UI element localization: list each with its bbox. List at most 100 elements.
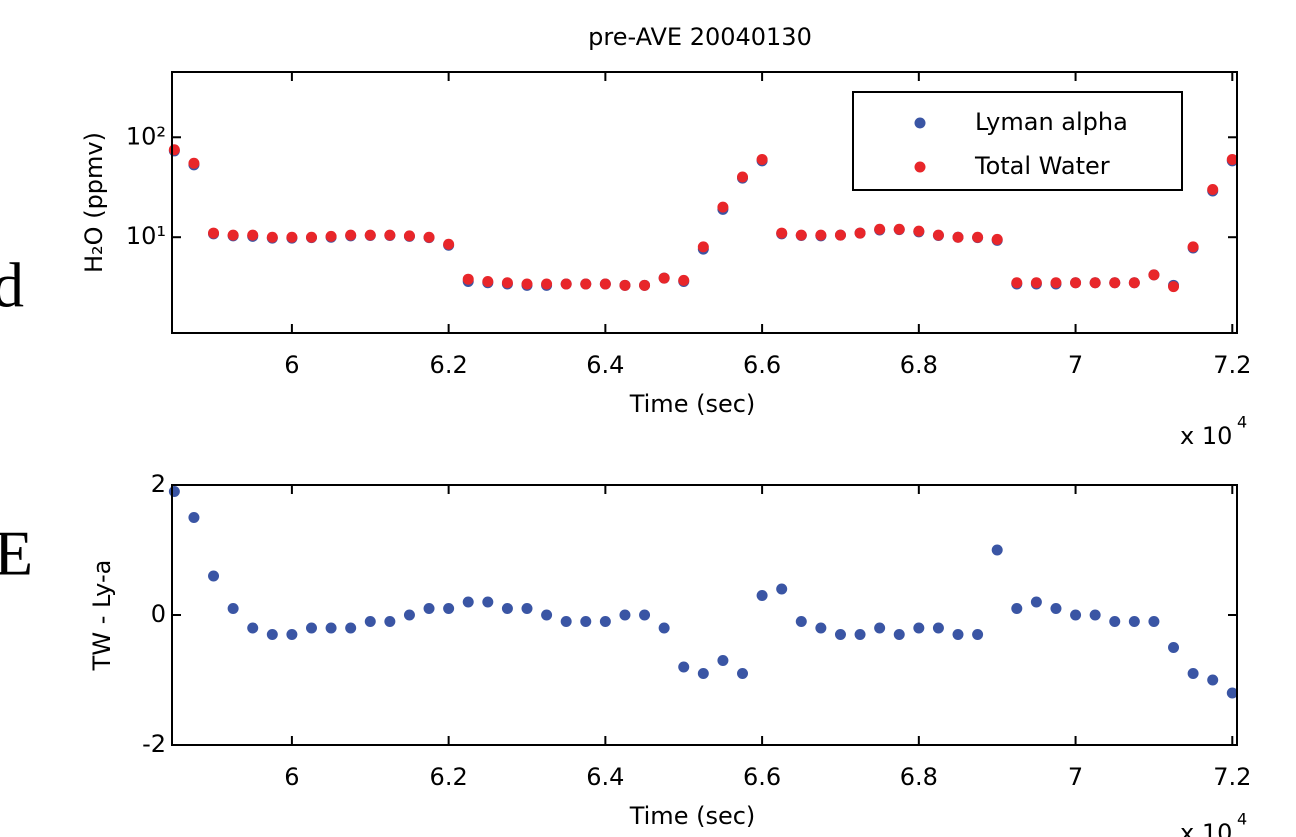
data-point: [834, 229, 846, 241]
data-point: [815, 229, 827, 241]
data-point: [247, 622, 259, 634]
data-point: [972, 629, 984, 640]
data-point: [443, 603, 455, 614]
data-point: [1207, 184, 1219, 196]
data-point: [1011, 603, 1023, 614]
data-point: [423, 603, 435, 614]
data-point: [991, 233, 1003, 245]
data-point: [795, 229, 807, 241]
data-point: [1109, 277, 1121, 289]
data-point: [1148, 616, 1160, 627]
legend-box: [852, 91, 1183, 191]
data-point: [364, 616, 376, 627]
data-point: [776, 583, 788, 595]
data-point: [658, 272, 670, 284]
data-point: [972, 231, 984, 243]
chart-title: pre-AVE 20040130: [588, 23, 812, 51]
data-point: [1128, 616, 1140, 627]
data-point: [560, 616, 572, 627]
data-point: [952, 231, 964, 243]
data-point: [580, 616, 592, 627]
data-point: [501, 277, 513, 289]
data-point: [1226, 687, 1238, 699]
data-point: [286, 629, 298, 640]
x-tick-label: 7: [1068, 351, 1083, 379]
x-tick-label: 6.8: [900, 351, 938, 379]
data-point: [599, 616, 611, 627]
data-point: [1030, 277, 1042, 289]
data-point: [168, 144, 180, 156]
data-point: [1187, 668, 1199, 679]
data-point: [717, 201, 729, 213]
legend-marker: [914, 161, 926, 173]
data-point: [1128, 277, 1140, 289]
data-point: [1011, 277, 1023, 289]
data-point: [345, 229, 357, 241]
data-point: [325, 230, 337, 242]
y-tick-label: 10²: [126, 122, 166, 150]
x-tick-label: 6.6: [743, 763, 781, 791]
data-point: [776, 227, 788, 239]
x-tick-label: 6.4: [586, 351, 624, 379]
data-point: [913, 225, 925, 237]
data-point: [560, 278, 572, 290]
data-point: [521, 603, 533, 614]
data-point: [1070, 277, 1082, 289]
plot-frame: [171, 71, 1238, 334]
legend-marker: [914, 117, 926, 129]
data-point: [423, 231, 435, 243]
x-tick-label: 6.8: [900, 763, 938, 791]
data-point: [462, 273, 474, 285]
data-point: [208, 227, 220, 239]
data-point: [384, 229, 396, 241]
y-tick-label: 2: [151, 470, 166, 498]
y-tick-label: 10¹: [126, 222, 166, 250]
data-point: [305, 231, 317, 243]
data-point: [1070, 609, 1082, 621]
page-fragment: E: [0, 518, 33, 589]
data-point: [1030, 596, 1042, 608]
y-axis-label: TW - Ly-a: [88, 560, 116, 672]
data-point: [521, 278, 533, 290]
data-point: [1168, 281, 1180, 293]
data-point: [1148, 269, 1160, 281]
data-point: [815, 622, 827, 634]
data-point: [1207, 674, 1219, 686]
legend-label: Total Water: [974, 152, 1110, 180]
x-tick-label: 6: [284, 763, 299, 791]
data-point: [795, 616, 807, 627]
data-point: [639, 609, 651, 621]
data-point: [854, 227, 866, 239]
data-point: [305, 622, 317, 634]
data-point: [678, 274, 690, 286]
data-point: [227, 229, 239, 241]
data-point: [913, 622, 925, 634]
data-point: [932, 229, 944, 241]
data-point: [227, 603, 239, 614]
data-point: [188, 512, 200, 523]
data-point: [501, 603, 513, 614]
data-point: [697, 241, 709, 253]
x-axis-label: Time (sec): [629, 802, 756, 830]
y-tick-label: -2: [142, 730, 166, 758]
data-point: [403, 230, 415, 242]
data-point: [932, 622, 944, 634]
data-point: [247, 229, 259, 241]
x-scale-label: x 10: [1180, 819, 1232, 837]
data-point: [874, 622, 886, 634]
data-point: [580, 278, 592, 290]
data-point: [384, 616, 396, 627]
data-point: [854, 629, 866, 640]
x-tick-label: 7.2: [1213, 351, 1251, 379]
data-point: [619, 279, 631, 291]
data-point: [874, 223, 886, 235]
y-axis-label: H₂O (ppmv): [80, 132, 108, 273]
data-point: [345, 622, 357, 634]
x-tick-label: 6.2: [430, 351, 468, 379]
data-point: [893, 629, 905, 640]
legend-label: Lyman alpha: [975, 108, 1128, 136]
data-point: [658, 622, 670, 634]
data-point: [834, 629, 846, 640]
page-fragment: d: [0, 250, 24, 321]
